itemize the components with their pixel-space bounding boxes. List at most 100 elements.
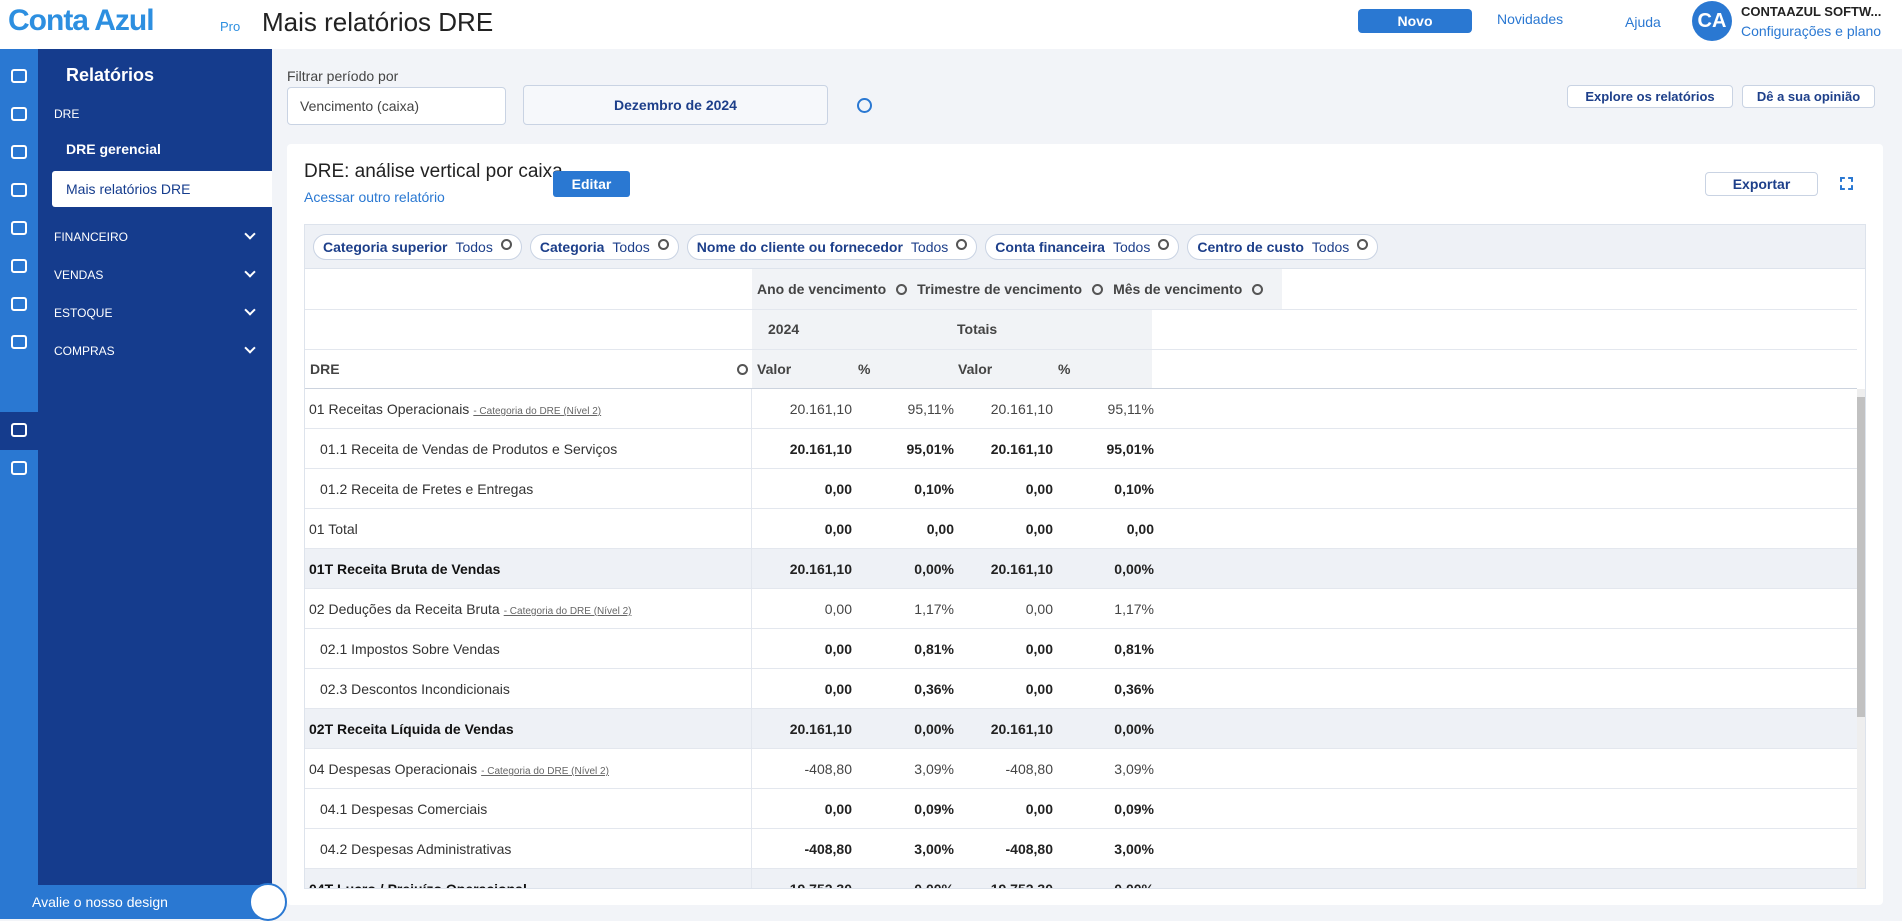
gear-icon[interactable] xyxy=(1092,283,1104,295)
row-label: 01.1 Receita de Vendas de Produtos e Ser… xyxy=(305,429,752,469)
rail-icon[interactable] xyxy=(11,107,27,121)
table-row[interactable]: 02T Receita Líquida de Vendas 20.161,10 0,… xyxy=(305,709,1857,749)
table-row[interactable]: 01T Receita Bruta de Vendas 20.161,10 0,00… xyxy=(305,549,1857,589)
category-tag[interactable]: - Categoria do DRE (Nível 2) xyxy=(481,766,609,777)
cell: 0,00% xyxy=(914,561,954,577)
group[interactable]: FINANCEIRO xyxy=(54,230,129,244)
feedback-label: Avalie o nosso design xyxy=(32,894,168,910)
filter-chip[interactable]: Conta financeira Todos xyxy=(985,233,1180,260)
explore-button[interactable]: Explore os relatórios xyxy=(1567,85,1733,108)
cell: 3,00% xyxy=(1114,841,1154,857)
table-row[interactable]: 02.3 Descontos Incondicionais 0,00 0,36% 0,… xyxy=(305,669,1857,709)
export-button[interactable]: Exportar xyxy=(1705,172,1818,196)
rail-icon[interactable] xyxy=(11,145,27,159)
filter-chips: Categoria superior Todos Categoria Todos Nom… xyxy=(305,225,1865,269)
refresh-icon[interactable] xyxy=(857,98,872,113)
table-row[interactable]: 04.1 Despesas Comerciais 0,00 0,09% 0,00 0,0… xyxy=(305,789,1857,829)
cell: 0,09% xyxy=(914,801,954,817)
report-table: Categoria superior Todos Categoria Todos Nom… xyxy=(304,224,1866,889)
label-text: 04T Lucro / Prejuízo Operacional xyxy=(309,881,527,889)
cell: -408,80 xyxy=(804,841,852,857)
filter-chip[interactable]: Categoria Todos xyxy=(529,233,679,260)
rail-icon[interactable] xyxy=(11,297,27,311)
news-link[interactable]: Novidades xyxy=(1497,11,1564,27)
chip-value: Todos xyxy=(612,238,650,255)
rows: 01 Receitas Operacionais - Categoria do D… xyxy=(305,389,1857,889)
rail-icon[interactable] xyxy=(11,183,27,197)
chip-value: Todos xyxy=(910,238,949,255)
gear-icon[interactable] xyxy=(737,364,748,375)
chevron xyxy=(244,228,256,240)
filter-chip[interactable]: Categoria superior Todos xyxy=(313,233,522,260)
group[interactable]: VENDAS xyxy=(54,268,104,282)
section[interactable]: DRE xyxy=(54,107,80,121)
cell: 20.161,10 xyxy=(789,561,852,577)
gear-icon[interactable] xyxy=(896,283,908,295)
cell: 1,17% xyxy=(1114,601,1154,617)
table-row[interactable]: 01.2 Receita de Fretes e Entregas 0,00 0,1… xyxy=(305,469,1857,509)
rail-icon[interactable] xyxy=(11,221,27,235)
rail-icon[interactable] xyxy=(11,259,27,273)
category-tag[interactable]: - Categoria do DRE (Nível 2) xyxy=(473,406,602,417)
chip-name: Categoria superior xyxy=(323,238,448,255)
opinion-button[interactable]: Dê a sua opinião xyxy=(1742,85,1875,108)
help-link[interactable]: Ajuda xyxy=(1625,14,1661,30)
other-report-link[interactable]: Acessar outro relatório xyxy=(304,189,445,205)
group[interactable]: COMPRAS xyxy=(54,344,115,358)
report-title: DRE: análise vertical por caixa xyxy=(304,161,563,182)
menu-item[interactable]: DRE gerencial xyxy=(66,141,161,157)
avatar[interactable]: CA xyxy=(1692,1,1732,41)
period-select[interactable]: Vencimento (caixa) xyxy=(287,87,506,125)
table-row[interactable]: 02 Deduções da Receita Bruta - Categoria … xyxy=(305,589,1857,629)
table-row[interactable]: 01 Receitas Operacionais - Categoria do D… xyxy=(305,389,1857,429)
new-button[interactable]: Novo xyxy=(1358,9,1472,33)
row-label: 02.1 Impostos Sobre Vendas xyxy=(305,629,752,669)
rail-icon[interactable] xyxy=(11,335,27,349)
gear-icon[interactable] xyxy=(1252,283,1264,295)
table-row[interactable]: 02.1 Impostos Sobre Vendas 0,00 0,81% 0,00 0… xyxy=(305,629,1857,669)
label-text: 01T Receita Bruta de Vendas xyxy=(309,561,501,577)
row-label: 02T Receita Líquida de Vendas xyxy=(305,709,752,749)
active-item[interactable]: Mais relatórios DRE xyxy=(52,171,272,207)
cell: 0,36% xyxy=(1114,681,1154,697)
table-row[interactable]: 04T Lucro / Prejuízo Operacional 19.752,3… xyxy=(305,869,1857,889)
date-nav[interactable]: Dezembro de 2024 xyxy=(523,85,828,125)
cell: 20.161,10 xyxy=(990,561,1053,577)
cell: 0,00 xyxy=(1025,641,1053,657)
table-row[interactable]: 04.2 Despesas Administrativas -408,80 3,00… xyxy=(305,829,1857,869)
export-label: Exportar xyxy=(1732,176,1791,192)
rail-icon[interactable] xyxy=(11,461,27,475)
table-row[interactable]: 01.1 Receita de Vendas de Produtos e Ser… xyxy=(305,429,1857,469)
year-header[interactable]: 2024 xyxy=(768,321,800,337)
cell: 20.161,10 xyxy=(990,441,1053,457)
category-tag[interactable]: - Categoria do DRE (Nível 2) xyxy=(503,606,632,617)
row-label: 04.2 Despesas Administrativas xyxy=(305,829,752,869)
sidebar-title[interactable]: Relatórios xyxy=(66,65,155,85)
feedback-bar[interactable]: Avalie o nosso design xyxy=(0,885,272,919)
pivot-header: Ano de vencimento xyxy=(757,281,887,297)
rail-icon[interactable] xyxy=(11,69,27,83)
table-row[interactable]: 01 Total 0,00 0,00 0,00 0,00 xyxy=(305,509,1857,549)
expand-icon[interactable] xyxy=(1840,177,1853,190)
settings-link[interactable]: Configurações e plano xyxy=(1741,23,1882,39)
rail-icon[interactable] xyxy=(11,423,27,437)
top-bar: Conta Azul Pro Mais relatórios DRE Novo … xyxy=(0,0,1902,49)
cell: 0,10% xyxy=(1114,481,1154,497)
icon-rail xyxy=(0,49,38,885)
logo[interactable]: Conta Azul xyxy=(8,4,155,37)
filter-chip[interactable]: Nome do cliente ou fornecedor Todos xyxy=(686,233,978,260)
row-label: 01T Receita Bruta de Vendas xyxy=(305,549,752,589)
table-row[interactable]: 04 Despesas Operacionais - Categoria do D… xyxy=(305,749,1857,789)
cell: 0,00% xyxy=(914,721,954,737)
cell: 20.161,10 xyxy=(990,721,1053,737)
filter-chip[interactable]: Centro de custo Todos xyxy=(1187,233,1379,260)
scroll-thumb[interactable] xyxy=(1857,397,1865,717)
group[interactable]: ESTOQUE xyxy=(54,306,113,320)
gear-icon xyxy=(956,238,968,250)
edit-label: Editar xyxy=(571,176,612,192)
column-header: % xyxy=(858,361,871,377)
edit-button[interactable]: Editar xyxy=(553,171,630,197)
cell: 20.161,10 xyxy=(789,721,852,737)
collapse-button[interactable] xyxy=(249,883,287,921)
